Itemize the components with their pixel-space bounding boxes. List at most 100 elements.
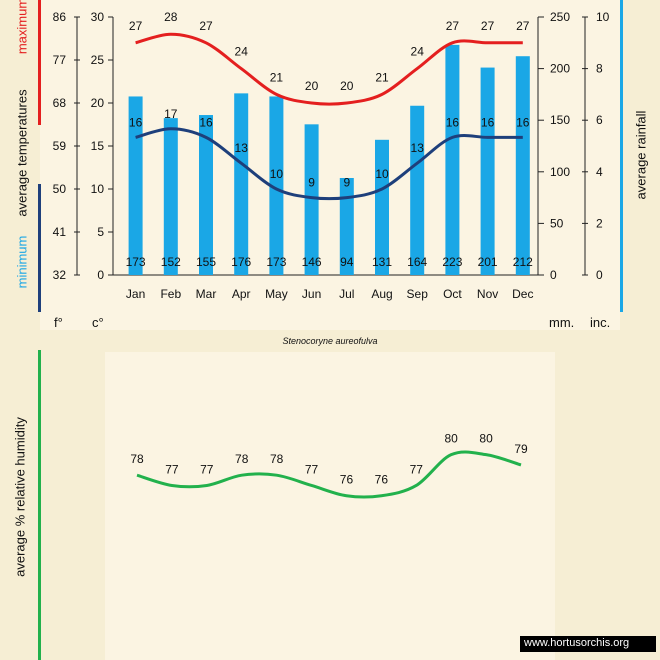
fahrenheit-tick: 68 bbox=[53, 96, 67, 110]
rainfall-bar bbox=[269, 96, 284, 276]
rainfall-value-label: 155 bbox=[196, 255, 216, 269]
min-temperature-label: 16 bbox=[446, 115, 460, 129]
humidity-value-label: 76 bbox=[340, 473, 354, 487]
month-label: Oct bbox=[443, 287, 462, 301]
min-temperature-label: 13 bbox=[235, 141, 249, 155]
rainfall-value-label: 176 bbox=[231, 255, 251, 269]
humidity-line bbox=[136, 450, 522, 499]
rain-mm-tick: 200 bbox=[550, 62, 570, 76]
humidity-value-label: 77 bbox=[165, 462, 179, 476]
rainfall-bar bbox=[199, 115, 213, 275]
month-label: Dec bbox=[512, 287, 533, 301]
max-temperature-label: 27 bbox=[199, 19, 213, 33]
celsius-tick: 15 bbox=[91, 139, 105, 153]
max-indicator-bar bbox=[38, 0, 41, 125]
month-label: Sep bbox=[407, 287, 429, 301]
rainfall-value-label: 152 bbox=[161, 255, 181, 269]
max-temperature-label: 27 bbox=[129, 19, 143, 33]
unit-celsius: c° bbox=[92, 315, 104, 330]
max-temperature-label: 24 bbox=[235, 45, 249, 59]
rainfall-bar bbox=[128, 96, 143, 276]
rainfall-value-label: 164 bbox=[407, 255, 427, 269]
rainfall-bar bbox=[515, 56, 530, 275]
humidity-indicator-bar bbox=[38, 350, 41, 660]
min-temperature-label: 16 bbox=[199, 115, 213, 129]
rainfall-value-label: 173 bbox=[266, 255, 286, 269]
humidity-value-label: 80 bbox=[445, 432, 459, 446]
unit-fahrenheit: f° bbox=[54, 315, 63, 330]
rainfall-bar bbox=[163, 118, 178, 275]
month-label: Jun bbox=[302, 287, 321, 301]
celsius-tick: 10 bbox=[91, 182, 105, 196]
fahrenheit-tick: 86 bbox=[53, 10, 67, 24]
humidity-value-label: 77 bbox=[410, 462, 424, 476]
rain-inch-tick: 6 bbox=[596, 113, 603, 127]
unit-mm: mm. bbox=[549, 315, 575, 330]
fahrenheit-tick: 59 bbox=[53, 139, 67, 153]
min-temperature-label: 10 bbox=[375, 167, 389, 181]
celsius-tick: 25 bbox=[91, 53, 105, 67]
min-temperature-label: 17 bbox=[164, 107, 178, 121]
celsius-tick: 5 bbox=[97, 225, 104, 239]
humidity-value-label: 80 bbox=[479, 432, 493, 446]
humidity-value-label: 78 bbox=[235, 452, 249, 466]
month-label: Aug bbox=[371, 287, 392, 301]
humidity-value-label: 77 bbox=[305, 462, 319, 476]
fahrenheit-tick: 77 bbox=[53, 53, 67, 67]
max-temperature-label: 27 bbox=[516, 19, 530, 33]
rain-inch-tick: 8 bbox=[596, 62, 603, 76]
month-label: Apr bbox=[232, 287, 251, 301]
max-temperature-label: 20 bbox=[340, 79, 354, 93]
max-temperature-label: 21 bbox=[270, 70, 284, 84]
max-temperature-label: 24 bbox=[411, 45, 425, 59]
month-label: Mar bbox=[196, 287, 217, 301]
humidity-panel bbox=[105, 352, 555, 660]
min-temperature-label: 16 bbox=[129, 115, 143, 129]
rainfall-bar bbox=[445, 44, 460, 275]
max-temperature-label: 28 bbox=[164, 10, 178, 24]
min-temperature-label: 16 bbox=[516, 115, 530, 129]
fahrenheit-tick: 50 bbox=[53, 182, 67, 196]
min-temperature-label: 10 bbox=[270, 167, 284, 181]
humidity-value-label: 78 bbox=[270, 452, 284, 466]
rainfall-bar bbox=[410, 105, 425, 275]
humidity-value-label: 77 bbox=[200, 462, 214, 476]
humidity-value-label: 76 bbox=[375, 473, 389, 487]
rainfall-value-label: 146 bbox=[302, 255, 322, 269]
rainfall-value-label: 131 bbox=[372, 255, 392, 269]
rainfall-value-label: 94 bbox=[340, 255, 354, 269]
celsius-tick: 30 bbox=[91, 10, 105, 24]
rain-mm-tick: 0 bbox=[550, 268, 557, 282]
month-label: May bbox=[265, 287, 288, 301]
month-label: Nov bbox=[477, 287, 498, 301]
max-temperature-label: 27 bbox=[481, 19, 495, 33]
max-temperature-label: 21 bbox=[375, 70, 389, 84]
rain-mm-tick: 150 bbox=[550, 113, 570, 127]
rain-mm-tick: 50 bbox=[550, 216, 564, 230]
min-temperature-label: 9 bbox=[308, 176, 315, 190]
rain-mm-tick: 250 bbox=[550, 10, 570, 24]
min-temperature-label: 16 bbox=[481, 115, 495, 129]
min-temperature-label: 9 bbox=[343, 176, 350, 190]
watermark-text: www.hortusorchis.org bbox=[524, 637, 630, 649]
species-title: Stenocoryne aureofulva bbox=[282, 336, 378, 346]
rain-inch-tick: 4 bbox=[596, 165, 603, 179]
humidity-value-label: 78 bbox=[130, 452, 144, 466]
max-temperature-line bbox=[135, 32, 523, 106]
celsius-tick: 0 bbox=[97, 268, 104, 282]
rainfall-value-label: 212 bbox=[513, 255, 533, 269]
min-temperature-label: 13 bbox=[411, 141, 425, 155]
watermark: www.hortusorchis.org bbox=[520, 636, 656, 652]
month-label: Jan bbox=[126, 287, 145, 301]
rainfall-value-label: 173 bbox=[126, 255, 146, 269]
fahrenheit-tick: 32 bbox=[53, 268, 67, 282]
rain-inch-tick: 10 bbox=[596, 10, 610, 24]
humidity-value-label: 79 bbox=[514, 442, 528, 456]
unit-inch: inc. bbox=[590, 315, 611, 330]
rain-inch-tick: 0 bbox=[596, 268, 603, 282]
month-label: Jul bbox=[339, 287, 354, 301]
rainfall-value-label: 201 bbox=[478, 255, 498, 269]
month-label: Feb bbox=[160, 287, 181, 301]
